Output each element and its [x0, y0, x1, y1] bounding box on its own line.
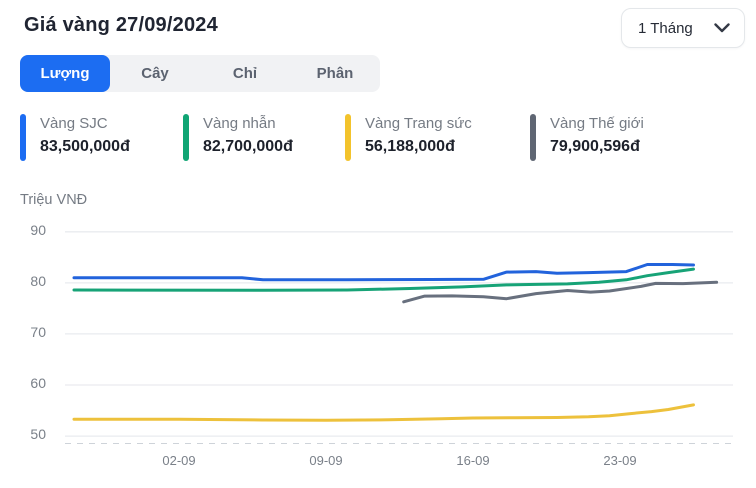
y-tick-label: 70: [30, 324, 46, 340]
y-tick-label: 50: [30, 426, 46, 442]
legend-color-bar: [183, 114, 189, 161]
legend-item-vang-trang-suc: Vàng Trang sức 56,188,000đ: [345, 114, 472, 161]
legend-value: 83,500,000đ: [40, 138, 130, 156]
vàng-nhẫn-line: [72, 267, 695, 292]
y-axis-unit-label: Triệu VNĐ: [20, 192, 88, 208]
x-tick-label: 09-09: [309, 453, 343, 468]
legend-label: Vàng Trang sức: [365, 115, 472, 132]
tab-phan[interactable]: Phân: [290, 55, 380, 92]
vàng-thế-giới-line: [402, 280, 719, 304]
legend-value: 56,188,000đ: [365, 138, 455, 156]
x-tick-label: 02-09: [162, 453, 196, 468]
legend-color-bar: [345, 114, 351, 161]
chevron-down-icon: [714, 23, 730, 33]
tab-cay[interactable]: Cây: [110, 55, 200, 92]
legend-item-vang-sjc: Vàng SJC 83,500,000đ: [20, 114, 130, 161]
legend-label: Vàng nhẫn: [203, 115, 276, 132]
legend-label: Vàng Thế giới: [550, 115, 644, 132]
vàng-sjc-line: [72, 263, 695, 282]
legend-item-vang-nhan: Vàng nhẫn 82,700,000đ: [183, 114, 293, 161]
tab-chi[interactable]: Chỉ: [200, 55, 290, 92]
period-dropdown-value: 1 Tháng: [638, 19, 693, 37]
unit-tabs: Lượng Cây Chỉ Phân: [20, 55, 380, 92]
x-tick-label: 16-09: [456, 453, 490, 468]
tab-luong[interactable]: Lượng: [20, 55, 110, 92]
legend-value: 79,900,596đ: [550, 138, 640, 156]
y-tick-label: 60: [30, 375, 46, 391]
legend-value: 82,700,000đ: [203, 138, 293, 156]
y-tick-label: 80: [30, 273, 46, 289]
y-tick-label: 90: [30, 222, 46, 238]
legend-color-bar: [530, 114, 536, 161]
period-dropdown[interactable]: 1 Tháng: [621, 8, 745, 48]
legend-color-bar: [20, 114, 26, 161]
vàng-trang-sức-line: [72, 403, 695, 422]
legend-item-vang-the-gioi: Vàng Thế giới 79,900,596đ: [530, 114, 644, 161]
x-tick-label: 23-09: [603, 453, 637, 468]
legend-label: Vàng SJC: [40, 115, 108, 132]
page-title: Giá vàng 27/09/2024: [24, 14, 218, 36]
